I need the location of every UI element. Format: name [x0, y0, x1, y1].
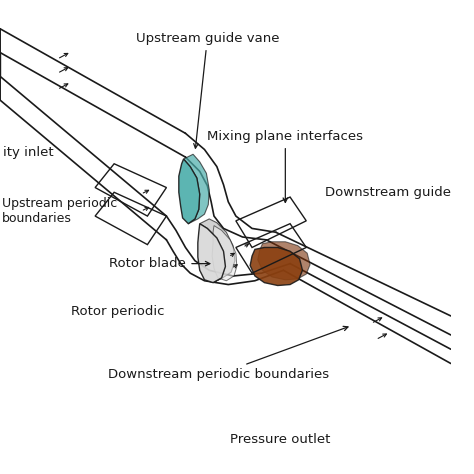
- Text: Downstream guide: Downstream guide: [325, 186, 451, 199]
- Polygon shape: [183, 154, 209, 224]
- Polygon shape: [200, 219, 235, 283]
- Polygon shape: [212, 226, 237, 281]
- Text: Mixing plane interfaces: Mixing plane interfaces: [207, 130, 364, 202]
- Polygon shape: [250, 247, 302, 285]
- Text: Downstream periodic boundaries: Downstream periodic boundaries: [108, 326, 348, 381]
- Text: Upstream periodic
boundaries: Upstream periodic boundaries: [2, 197, 117, 225]
- Polygon shape: [258, 242, 310, 280]
- Text: ity inlet: ity inlet: [3, 146, 54, 159]
- Text: Upstream guide vane: Upstream guide vane: [136, 32, 279, 148]
- Text: Rotor blade: Rotor blade: [109, 257, 210, 270]
- Text: Pressure outlet: Pressure outlet: [230, 433, 331, 446]
- Text: Rotor periodic: Rotor periodic: [71, 305, 165, 318]
- Polygon shape: [198, 224, 226, 283]
- Polygon shape: [179, 159, 200, 224]
